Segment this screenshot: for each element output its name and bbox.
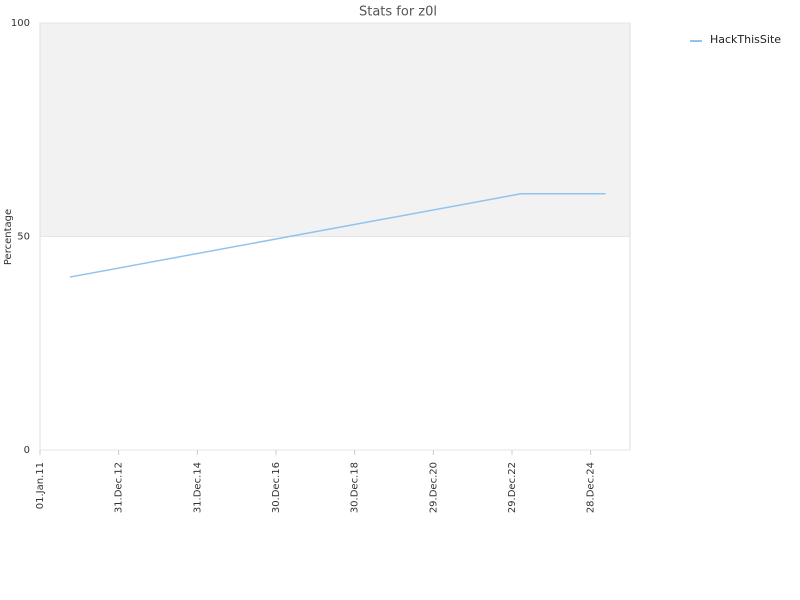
y-tick-label: 0 [24, 445, 30, 456]
legend-label: HackThisSite [710, 33, 781, 46]
plot-band [40, 23, 630, 237]
x-tick-label: 29.Dec.22 [507, 462, 518, 513]
y-axis-label: Percentage [3, 209, 14, 265]
data-line [69, 193, 606, 278]
x-tick-label: 29.Dec.20 [428, 462, 439, 513]
x-tick-label: 30.Dec.18 [350, 462, 361, 513]
x-tick-label: 01.Jan.11 [35, 462, 46, 509]
chart-title: Stats for z0l [359, 5, 437, 20]
x-tick-label: 31.Dec.14 [192, 462, 203, 513]
x-tick-label: 31.Dec.12 [114, 462, 125, 513]
y-tick-label: 50 [17, 232, 30, 243]
x-tick-label: 30.Dec.16 [271, 462, 282, 513]
x-tick-label: 28.Dec.24 [586, 462, 597, 513]
y-tick-label: 100 [11, 18, 30, 29]
